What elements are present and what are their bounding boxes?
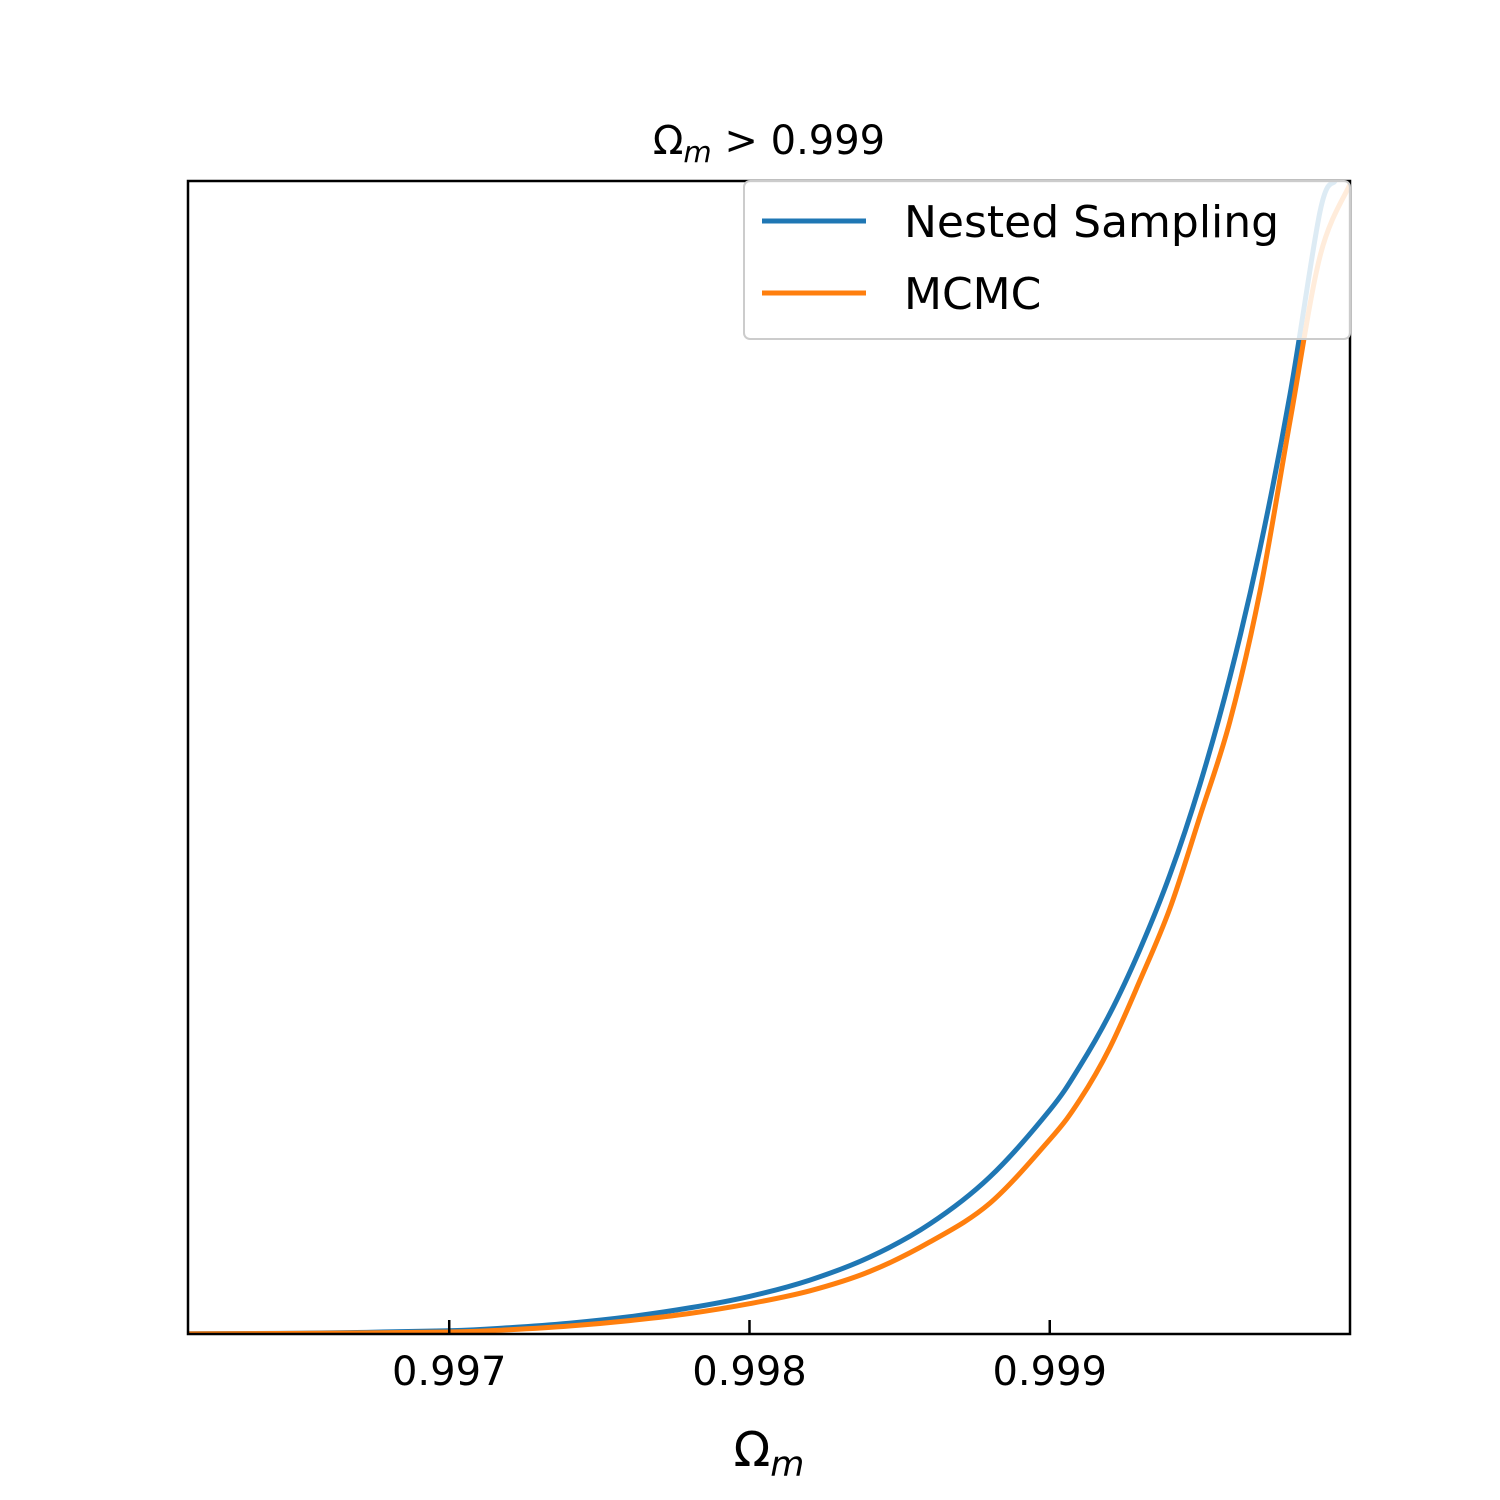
x-tick-label-0: 0.997 [392,1349,507,1395]
series-layer [188,181,1350,1334]
legend: Nested Sampling MCMC [743,180,1351,340]
x-axis-label: Ωm [734,1422,805,1485]
title-rest: > 0.999 [712,118,885,164]
legend-label-mcmc: MCMC [904,269,1041,320]
series-line-mcmc [188,183,1350,1334]
legend-box [743,180,1351,340]
chart-title: Ωm > 0.999 [653,118,885,169]
title-symbol: Ω [653,118,684,164]
xlabel-symbol: Ω [734,1422,771,1478]
title-subscript: m [683,135,711,169]
x-tick-label-2: 0.999 [992,1349,1107,1395]
legend-label-nested-sampling: Nested Sampling [904,197,1279,248]
xlabel-subscript: m [770,1445,804,1485]
x-tick-label-1: 0.998 [692,1349,807,1395]
tick-layer: 0.997 0.998 0.999 [392,1320,1107,1395]
